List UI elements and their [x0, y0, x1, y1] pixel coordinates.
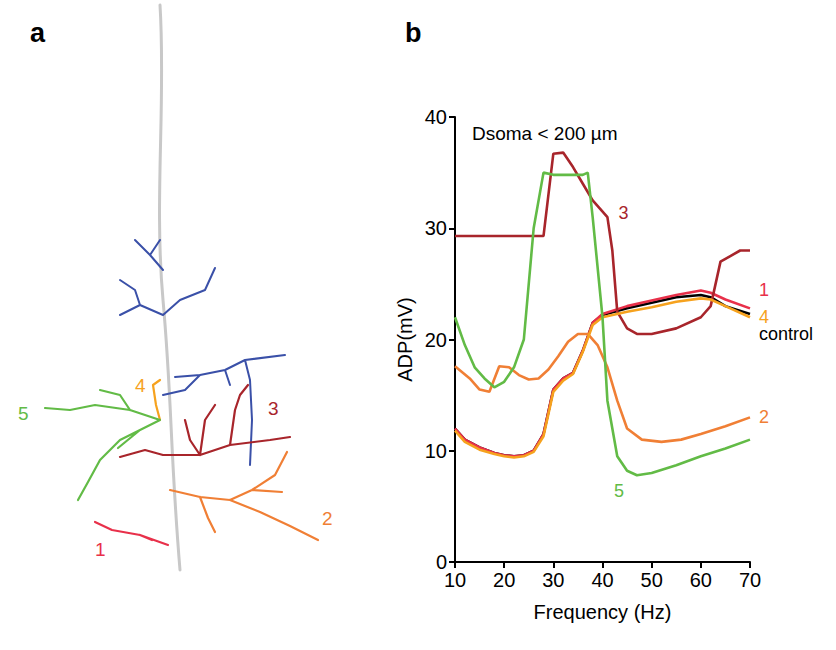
- svg-text:1: 1: [95, 539, 106, 560]
- svg-text:20: 20: [425, 329, 447, 351]
- svg-text:10: 10: [425, 440, 447, 462]
- svg-text:60: 60: [690, 569, 712, 591]
- svg-text:1: 1: [759, 280, 769, 300]
- svg-text:3: 3: [268, 398, 279, 419]
- svg-text:2: 2: [322, 508, 333, 529]
- svg-text:5: 5: [18, 403, 29, 424]
- svg-text:4: 4: [759, 307, 769, 327]
- svg-text:20: 20: [493, 569, 515, 591]
- svg-text:50: 50: [641, 569, 663, 591]
- svg-text:30: 30: [542, 569, 564, 591]
- svg-text:Dsoma < 200 µm: Dsoma < 200 µm: [472, 123, 618, 144]
- svg-text:Frequency (Hz): Frequency (Hz): [534, 601, 672, 623]
- svg-text:40: 40: [591, 569, 613, 591]
- svg-text:5: 5: [614, 481, 624, 501]
- svg-text:0: 0: [435, 551, 447, 573]
- svg-text:3: 3: [618, 203, 628, 223]
- svg-text:10: 10: [444, 569, 466, 591]
- svg-text:a: a: [30, 18, 46, 48]
- svg-text:40: 40: [425, 106, 447, 128]
- svg-text:4: 4: [135, 375, 146, 396]
- svg-text:30: 30: [425, 217, 447, 239]
- svg-text:ADP(mV): ADP(mV): [394, 297, 416, 381]
- svg-text:control: control: [759, 323, 813, 344]
- svg-text:b: b: [405, 18, 422, 48]
- svg-text:2: 2: [759, 407, 769, 427]
- svg-text:70: 70: [739, 569, 761, 591]
